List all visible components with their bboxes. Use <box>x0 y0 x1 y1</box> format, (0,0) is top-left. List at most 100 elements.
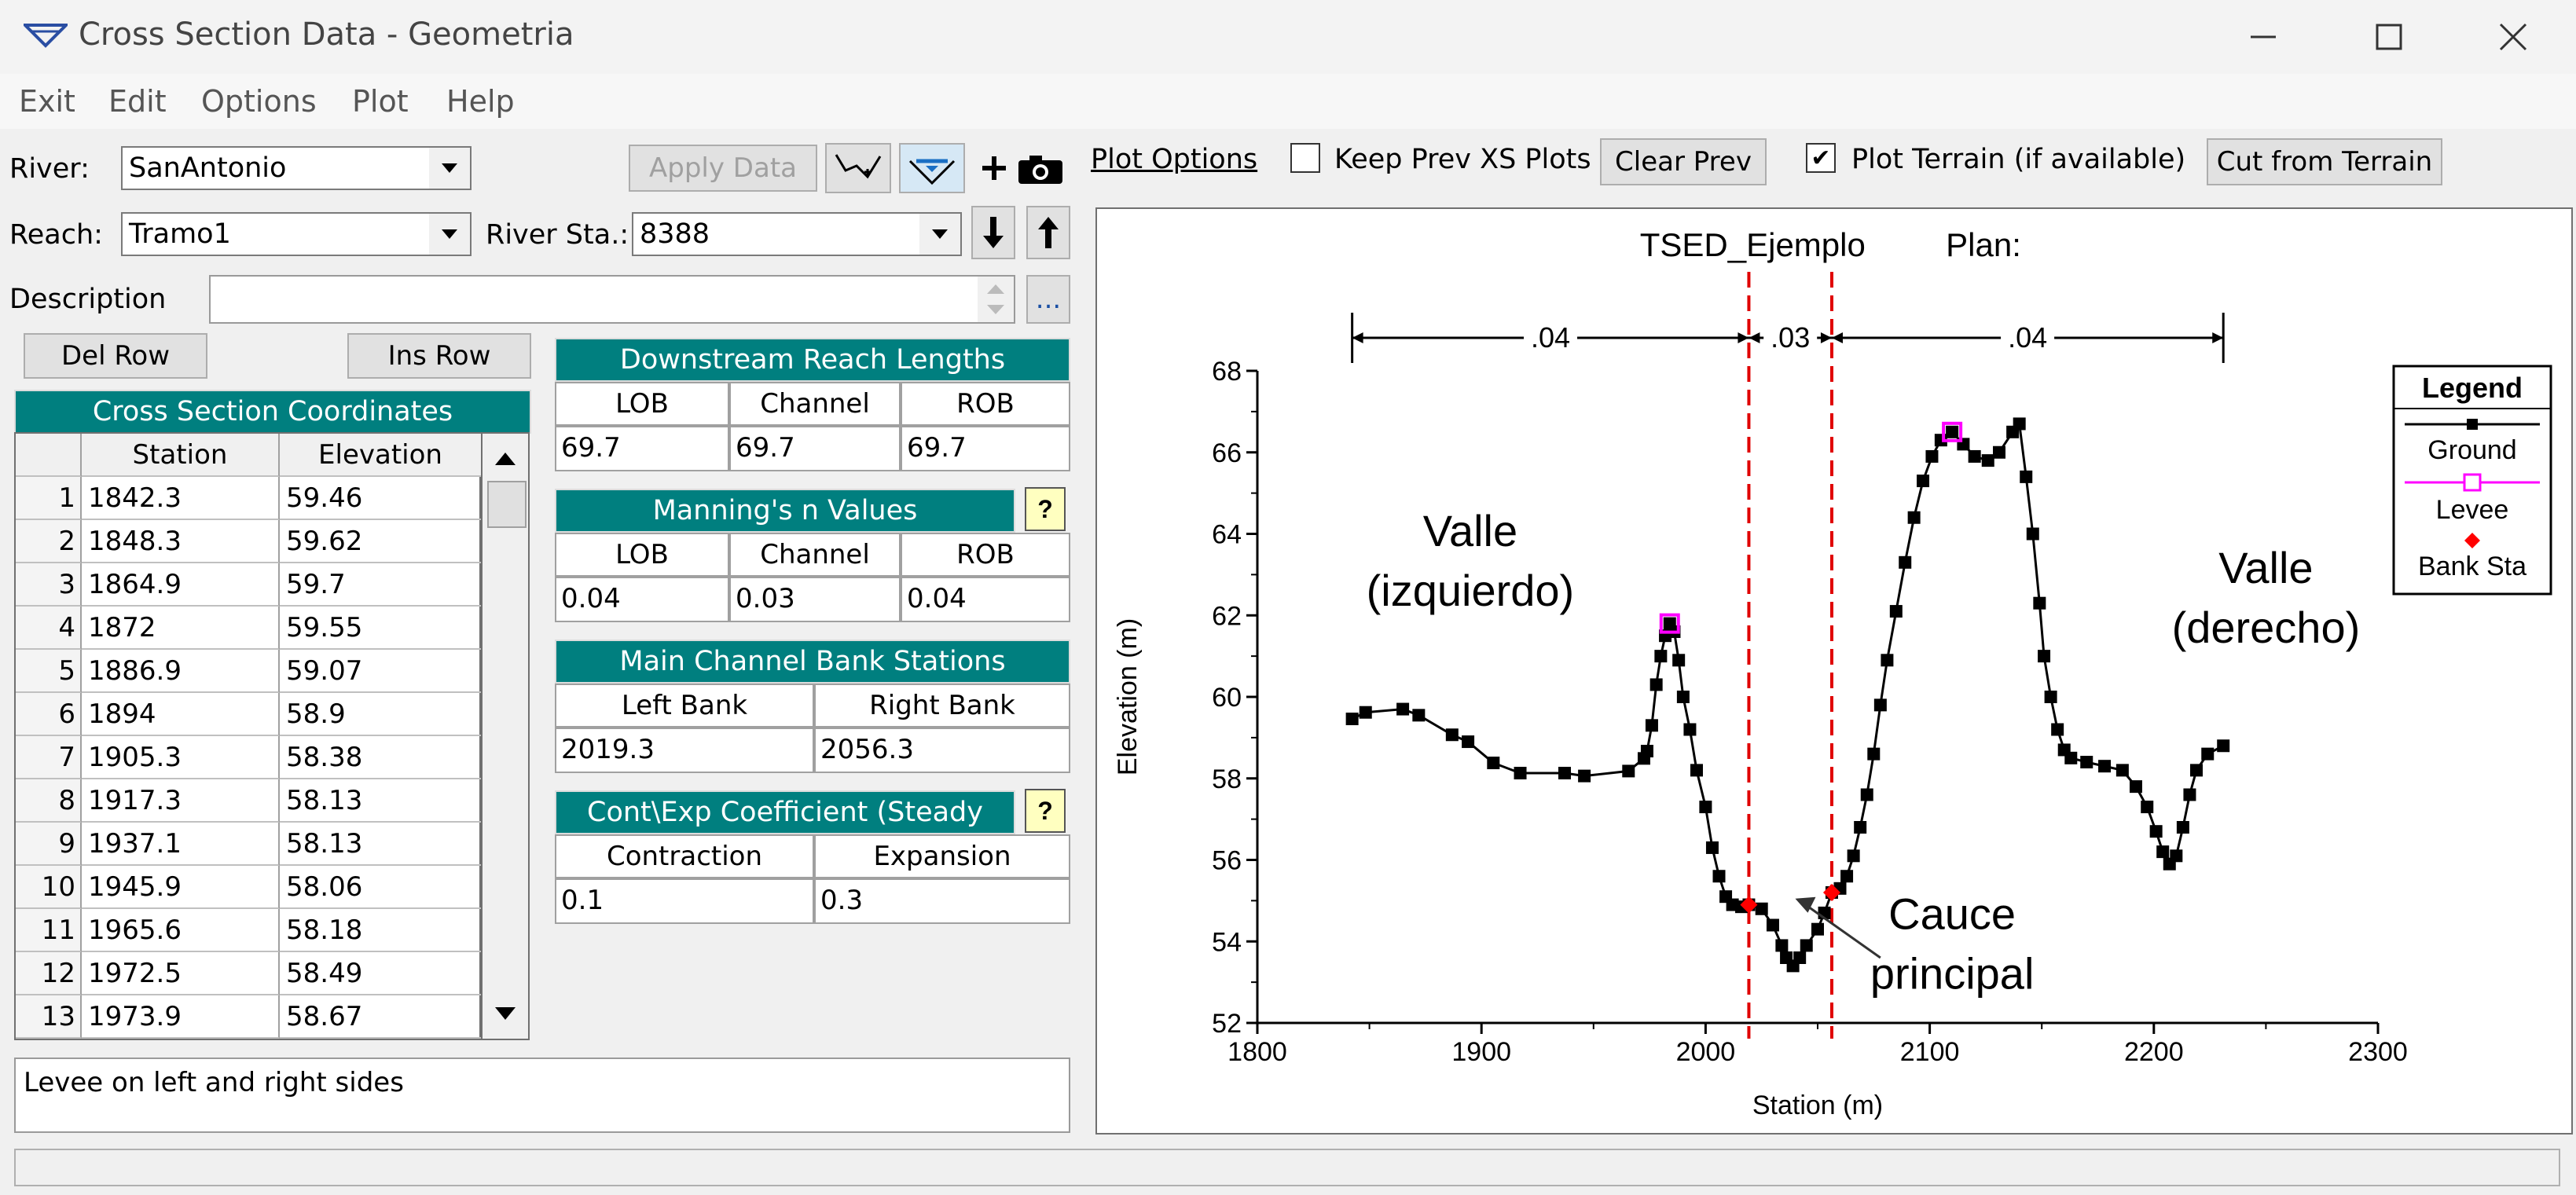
river-select[interactable]: SanAntonio <box>121 146 472 190</box>
ground-point <box>2038 650 2051 663</box>
next-station-button[interactable] <box>971 206 1015 259</box>
elevation-cell[interactable]: 58.18 <box>280 909 483 952</box>
expansion-input[interactable]: 0.3 <box>814 878 1070 924</box>
station-cell[interactable]: 1864.9 <box>82 563 280 607</box>
ground-point <box>1968 449 1981 463</box>
station-cell[interactable]: 1972.5 <box>82 952 280 995</box>
chevron-down-icon <box>919 214 960 255</box>
station-cell[interactable]: 1886.9 <box>82 650 280 693</box>
ins-row-button[interactable]: Ins Row <box>347 333 531 379</box>
menu-plot[interactable]: Plot <box>352 84 409 119</box>
ground-point <box>2183 788 2196 801</box>
station-cell[interactable]: 1917.3 <box>82 779 280 823</box>
table-scrollbar[interactable] <box>481 432 530 1040</box>
river-sta-select[interactable]: 8388 <box>632 212 962 256</box>
scroll-up-icon[interactable] <box>483 438 528 478</box>
ground-point <box>1800 939 1813 952</box>
mannings-rob-input[interactable]: 0.04 <box>901 577 1070 622</box>
keep-prev-checkbox[interactable] <box>1290 143 1320 173</box>
ground-point <box>1676 691 1690 703</box>
right-bank-input[interactable]: 2056.3 <box>814 728 1070 773</box>
description-spinner[interactable] <box>978 277 1014 322</box>
close-button[interactable] <box>2450 0 2576 74</box>
notes-textarea[interactable]: Levee on left and right sides <box>14 1058 1070 1133</box>
x-tick-label: 1900 <box>1451 1037 1511 1067</box>
y-tick-label: 54 <box>1212 927 1242 957</box>
plot-wse-button[interactable] <box>825 143 891 193</box>
elevation-cell[interactable]: 59.7 <box>280 563 483 607</box>
maximize-button[interactable] <box>2326 0 2452 74</box>
menu-exit[interactable]: Exit <box>19 84 75 119</box>
reach-length-channel-input[interactable]: 69.7 <box>729 426 901 471</box>
description-more-button[interactable]: ... <box>1026 275 1070 324</box>
apply-data-button[interactable]: Apply Data <box>629 145 817 192</box>
mannings-help-button[interactable]: ? <box>1025 487 1066 531</box>
reach-length-lob-input[interactable]: 69.7 <box>555 426 729 471</box>
station-cell[interactable]: 1894 <box>82 693 280 736</box>
elevation-cell[interactable]: 58.13 <box>280 779 483 823</box>
table-row: 10 1945.9 58.06 <box>16 866 483 909</box>
add-camera-button[interactable] <box>974 146 1069 190</box>
clear-prev-button[interactable]: Clear Prev <box>1600 138 1767 185</box>
minimize-button[interactable] <box>2200 0 2326 74</box>
ground-point <box>2201 747 2215 761</box>
scroll-down-icon[interactable] <box>483 995 528 1034</box>
menu-edit[interactable]: Edit <box>108 84 167 119</box>
expansion-header: Expansion <box>814 834 1070 878</box>
elevation-cell[interactable]: 58.67 <box>280 995 483 1039</box>
elevation-cell[interactable]: 58.38 <box>280 736 483 779</box>
station-cell[interactable]: 1945.9 <box>82 866 280 909</box>
annotation-text: Valle <box>2218 543 2313 592</box>
row-number: 2 <box>16 520 82 563</box>
mannings-channel-input[interactable]: 0.03 <box>729 577 901 622</box>
coefficients-help-button[interactable]: ? <box>1025 789 1066 833</box>
row-number: 7 <box>16 736 82 779</box>
plot-terrain-checkbox[interactable]: ✔ <box>1806 143 1836 173</box>
elevation-cell[interactable]: 59.46 <box>280 477 483 520</box>
contraction-input[interactable]: 0.1 <box>555 878 814 924</box>
table-row: 5 1886.9 59.07 <box>16 650 483 693</box>
elevation-cell[interactable]: 59.07 <box>280 650 483 693</box>
station-cell[interactable]: 1848.3 <box>82 520 280 563</box>
station-cell[interactable]: 1965.6 <box>82 909 280 952</box>
del-row-button[interactable]: Del Row <box>24 333 207 379</box>
water-surface-button[interactable] <box>899 143 965 193</box>
elevation-cell[interactable]: 58.49 <box>280 952 483 995</box>
reach-label: Reach: <box>9 219 103 251</box>
ground-point <box>1889 605 1903 618</box>
y-tick-label: 62 <box>1212 601 1242 631</box>
mannings-lob-input[interactable]: 0.04 <box>555 577 729 622</box>
prev-station-button[interactable] <box>1026 206 1070 259</box>
right-bank-header: Right Bank <box>814 684 1070 728</box>
station-cell[interactable]: 1842.3 <box>82 477 280 520</box>
app-icon <box>21 19 70 50</box>
ground-point <box>1699 801 1712 814</box>
annotation-text: Cauce <box>1888 889 2016 939</box>
reach-length-rob-input[interactable]: 69.7 <box>901 426 1070 471</box>
legend-levee-marker <box>2463 473 2482 492</box>
table-row: 13 1973.9 58.67 <box>16 995 483 1039</box>
station-cell[interactable]: 1872 <box>82 607 280 650</box>
ground-point <box>1993 445 2006 459</box>
y-axis-label: Elevation (m) <box>1113 618 1143 775</box>
window-title: Cross Section Data - Geometria <box>79 16 574 53</box>
elevation-cell[interactable]: 58.06 <box>280 866 483 909</box>
scroll-thumb[interactable] <box>487 481 527 528</box>
menu-options[interactable]: Options <box>201 84 317 119</box>
elevation-cell[interactable]: 58.9 <box>280 693 483 736</box>
station-cell[interactable]: 1937.1 <box>82 823 280 866</box>
elevation-cell[interactable]: 59.62 <box>280 520 483 563</box>
station-cell[interactable]: 1973.9 <box>82 995 280 1039</box>
elevation-cell[interactable]: 59.55 <box>280 607 483 650</box>
plot-options-link[interactable]: Plot Options <box>1091 144 1258 175</box>
menu-help[interactable]: Help <box>446 84 515 119</box>
station-header: Station <box>82 434 280 477</box>
reach-select[interactable]: Tramo1 <box>121 212 472 256</box>
station-cell[interactable]: 1905.3 <box>82 736 280 779</box>
row-number: 6 <box>16 693 82 736</box>
description-input[interactable] <box>209 275 1015 324</box>
cut-from-terrain-button[interactable]: Cut from Terrain <box>2207 138 2442 185</box>
elevation-cell[interactable]: 58.13 <box>280 823 483 866</box>
ground-point <box>1705 841 1719 854</box>
left-bank-input[interactable]: 2019.3 <box>555 728 814 773</box>
